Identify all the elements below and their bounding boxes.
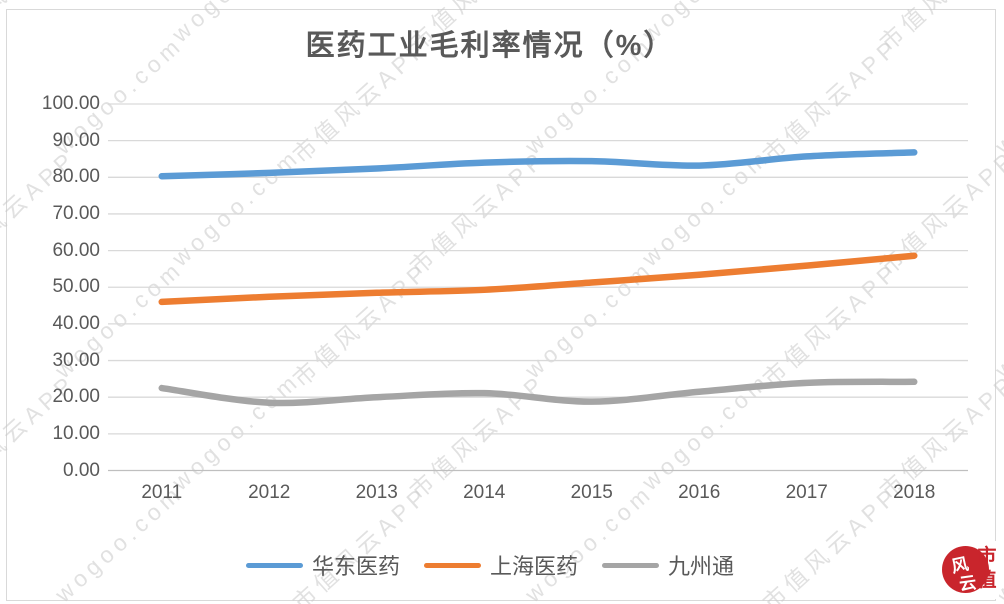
x-tick-label: 2012	[248, 482, 291, 503]
x-tick-label: 2018	[893, 482, 936, 503]
seal-label-char-2: 值	[977, 570, 997, 591]
y-tick-label: 0.00	[63, 459, 100, 481]
legend-item-1: 上海医药	[423, 549, 578, 581]
x-tick-label: 2017	[785, 482, 828, 503]
y-tick-label: 40.00	[52, 312, 100, 334]
y-tick-label: 90.00	[52, 129, 100, 151]
seal-disc: 风 云	[942, 546, 989, 593]
x-tick-label: 2011	[141, 482, 183, 503]
y-tick-label: 70.00	[52, 202, 100, 224]
seal-label-column: 市 值	[977, 545, 997, 593]
y-tick-label: 60.00	[52, 239, 100, 261]
legend-swatch	[423, 562, 481, 568]
legend-label: 上海医药	[489, 554, 578, 579]
x-tick-label: 2013	[355, 482, 398, 503]
chart-title: 医药工业毛利率情况（%）	[305, 30, 675, 62]
y-tick-label: 10.00	[52, 422, 100, 444]
y-tick-label: 50.00	[52, 276, 100, 298]
legend-item-2: 九州通	[602, 549, 734, 581]
x-tick-label: 2015	[570, 482, 613, 503]
legend-label: 华东医药	[311, 554, 400, 579]
y-tick-label: 80.00	[52, 166, 100, 188]
legend-item-0: 华东医药	[245, 549, 400, 581]
chart-legend: 华东医药 上海医药 九州通	[0, 549, 980, 581]
y-tick-label: 100.00	[41, 93, 100, 114]
x-tick-label: 2016	[678, 482, 721, 503]
series-line-0	[158, 149, 918, 180]
legend-swatch	[602, 562, 659, 568]
seal-label-char-1: 市	[977, 546, 997, 567]
legend-label: 九州通	[668, 554, 735, 579]
series-line-1	[158, 252, 918, 306]
seal-script-char-2: 云	[958, 572, 978, 593]
series-line-2	[158, 378, 918, 407]
x-tick-label: 2014	[463, 482, 506, 503]
y-tick-label: 30.00	[52, 349, 100, 371]
legend-swatch	[245, 562, 303, 568]
brand-seal-logo: 风 云 市 值	[941, 541, 999, 599]
y-tick-label: 20.00	[52, 386, 100, 408]
